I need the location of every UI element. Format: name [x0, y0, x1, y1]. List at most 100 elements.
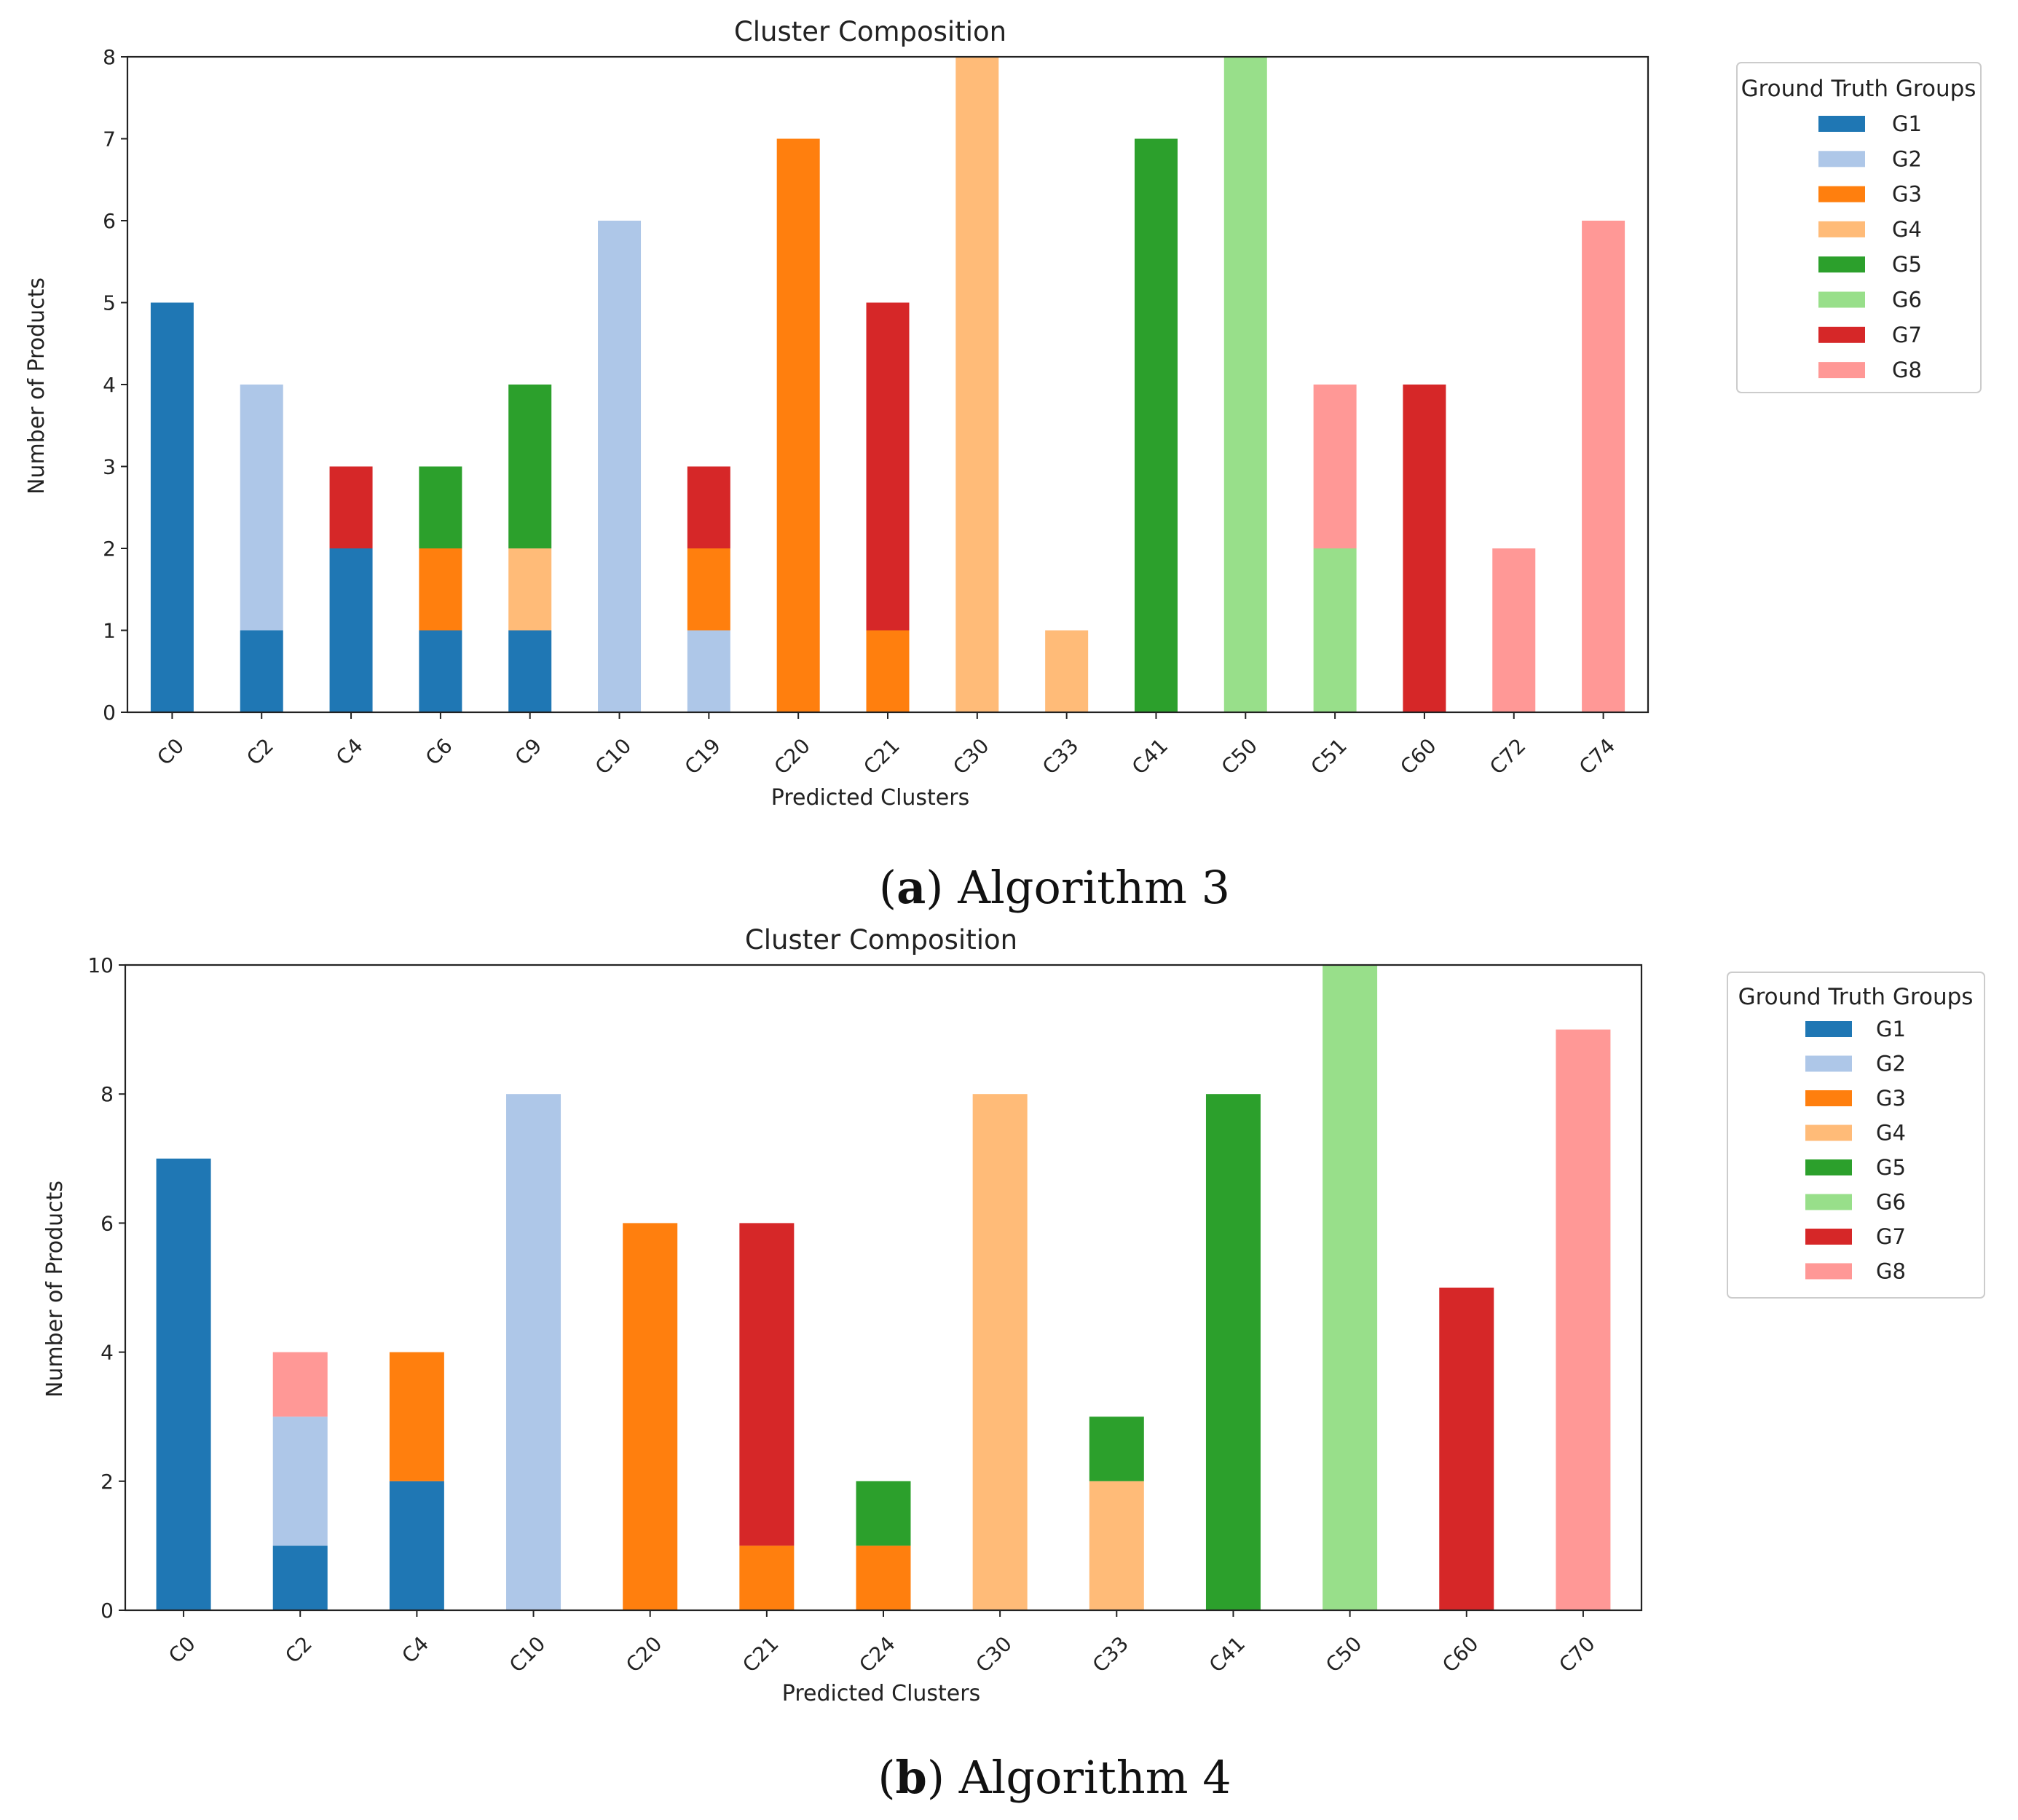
x-tick-label: C9	[511, 733, 547, 770]
bar-segment	[687, 466, 730, 548]
plot-area: C0 C2 C4 C10 C20 C21 C24 C30 C33 C41 C50 C60 C70 0 2 4 6…	[87, 953, 1643, 1677]
plot-area: C0 C2 C4 C6 C9 C10 C19 C20 C21 C30 C33 C41 C50 C51 C60…	[103, 45, 1650, 779]
legend-label: G2	[1892, 146, 1922, 171]
bar-segment	[272, 1352, 328, 1417]
y-tick-label: 5	[103, 291, 116, 315]
bar-segment	[1134, 138, 1178, 712]
y-tick-label: 4	[103, 373, 116, 397]
chart-panel-a: Cluster Composition Predicted Clusters N…	[24, 16, 1982, 914]
x-axis-label: Predicted Clusters	[771, 785, 969, 811]
bar-segment	[623, 1223, 678, 1610]
y-tick-label: 2	[103, 537, 116, 561]
x-tick-label: C21	[738, 1631, 783, 1677]
bar-segment	[1089, 1417, 1144, 1481]
bar-segment	[329, 466, 373, 548]
y-tick-label: 3	[103, 455, 116, 479]
x-tick-label: C2	[242, 733, 278, 770]
y-tick-label: 4	[100, 1341, 114, 1365]
y-tick-label: 6	[100, 1211, 114, 1235]
y-tick-label: 10	[87, 953, 114, 977]
x-tick-label: C4	[397, 1631, 433, 1668]
legend-swatch	[1805, 1021, 1852, 1037]
bar-segment	[1223, 57, 1267, 712]
caption-label: a	[896, 861, 926, 914]
y-tick-label: 8	[103, 45, 116, 69]
legend-title: Ground Truth Groups	[1741, 76, 1976, 102]
bar-segment	[776, 138, 820, 712]
legend-swatch	[1818, 151, 1865, 168]
bar-segment	[1582, 221, 1625, 712]
legend-swatch	[1818, 362, 1865, 379]
x-tick-label: C41	[1205, 1631, 1250, 1677]
bar-segment	[508, 548, 552, 631]
y-tick-label: 0	[103, 701, 116, 725]
caption-a: (a) Algorithm 3	[879, 861, 1230, 914]
bar-segment	[739, 1545, 795, 1610]
caption-text: Algorithm 4	[958, 1751, 1231, 1804]
y-tick-label: 0	[100, 1599, 114, 1623]
chart-title: Cluster Composition	[745, 924, 1017, 956]
x-tick-label: C30	[971, 1631, 1017, 1677]
x-tick-label: C50	[1321, 1631, 1366, 1677]
legend-label: G7	[1876, 1224, 1906, 1249]
bar-segment	[240, 385, 283, 631]
legend-swatch	[1805, 1159, 1852, 1175]
bar-segment	[1492, 548, 1536, 712]
legend-label: G4	[1876, 1121, 1906, 1146]
chart-title: Cluster Composition	[734, 16, 1006, 47]
y-axis-label: Number of Products	[42, 1181, 68, 1398]
bar-segment	[272, 1417, 328, 1546]
legend-label: G5	[1892, 252, 1922, 277]
x-tick-label: C50	[1217, 733, 1262, 779]
x-tick-label: C60	[1395, 733, 1440, 779]
legend-swatch	[1818, 256, 1865, 273]
legend-frame	[1727, 972, 1985, 1299]
bar-segment	[240, 630, 283, 712]
axes-frame	[126, 55, 1650, 714]
bar-segment	[419, 630, 462, 712]
legend-swatch	[1818, 116, 1865, 132]
caption-b: (b) Algorithm 4	[878, 1751, 1231, 1804]
x-axis-label: Predicted Clusters	[782, 1681, 980, 1706]
y-tick-label: 2	[100, 1470, 114, 1494]
legend-label: G5	[1876, 1155, 1906, 1180]
legend-label: G8	[1876, 1259, 1906, 1284]
legend-swatch	[1805, 1124, 1852, 1141]
y-tick-label: 6	[103, 209, 116, 233]
x-tick-label: C10	[505, 1631, 550, 1677]
bar-segment	[156, 1158, 211, 1610]
legend-swatch	[1805, 1263, 1852, 1280]
legend-label: G6	[1892, 288, 1922, 312]
legend-title: Ground Truth Groups	[1738, 984, 1974, 1010]
bar-segment	[419, 466, 462, 548]
x-tick-label: C30	[948, 733, 993, 779]
bar-segment	[1323, 965, 1378, 1610]
x-tick-label: C4	[331, 733, 368, 770]
legend-swatch	[1818, 291, 1865, 308]
bar-segment	[687, 548, 730, 631]
bar-segment	[972, 1094, 1028, 1610]
x-tick-label: C6	[421, 733, 457, 770]
x-tick-label: C21	[859, 733, 904, 779]
legend-swatch	[1805, 1229, 1852, 1245]
bar-segment	[272, 1545, 328, 1610]
x-tick-label: C19	[680, 733, 725, 779]
bar-segment	[1205, 1094, 1261, 1610]
x-tick-label: C74	[1574, 733, 1620, 779]
x-tick-label: C0	[152, 733, 189, 770]
legend-label: G1	[1892, 111, 1922, 136]
bar-segment	[866, 302, 910, 631]
bar-segment	[1045, 630, 1089, 712]
x-tick-label: C2	[280, 1631, 317, 1668]
legend-swatch	[1818, 186, 1865, 202]
legend-label: G3	[1892, 182, 1922, 207]
x-tick-label: C20	[621, 1631, 666, 1677]
bar-segment	[1439, 1288, 1494, 1610]
bar-segment	[419, 548, 462, 631]
legend-swatch	[1818, 221, 1865, 237]
legend-swatch	[1805, 1055, 1852, 1072]
legend-swatch	[1818, 326, 1865, 343]
legend-label: G3	[1876, 1086, 1906, 1111]
x-tick-label: C72	[1485, 733, 1530, 779]
